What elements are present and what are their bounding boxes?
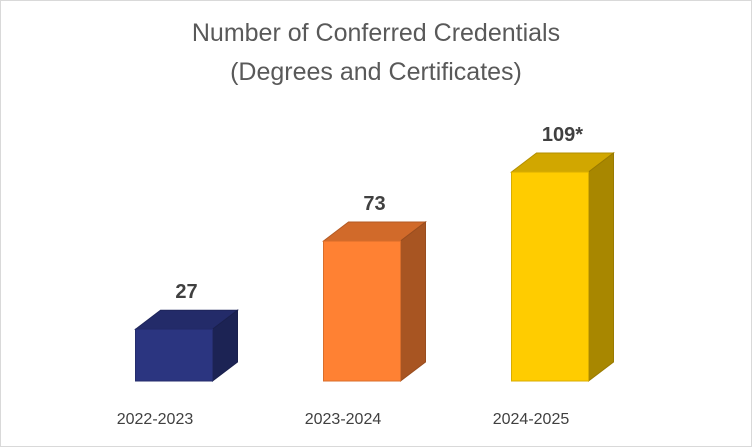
bar — [511, 171, 589, 382]
category-label: 2022-2023 — [117, 411, 194, 428]
data-label: 73 — [363, 193, 385, 215]
bar-side-face — [588, 151, 614, 383]
bar — [135, 328, 213, 382]
bar — [323, 240, 401, 382]
chart-title-line-2: (Degrees and Certificates) — [230, 58, 522, 86]
bar-side-face — [400, 221, 426, 383]
chart-title-line-1: Number of Conferred Credentials — [191, 19, 561, 47]
data-label: 109* — [542, 124, 583, 146]
category-label: 2023-2024 — [305, 411, 382, 428]
category-label: 2024-2025 — [493, 411, 570, 428]
data-label: 27 — [175, 281, 197, 303]
